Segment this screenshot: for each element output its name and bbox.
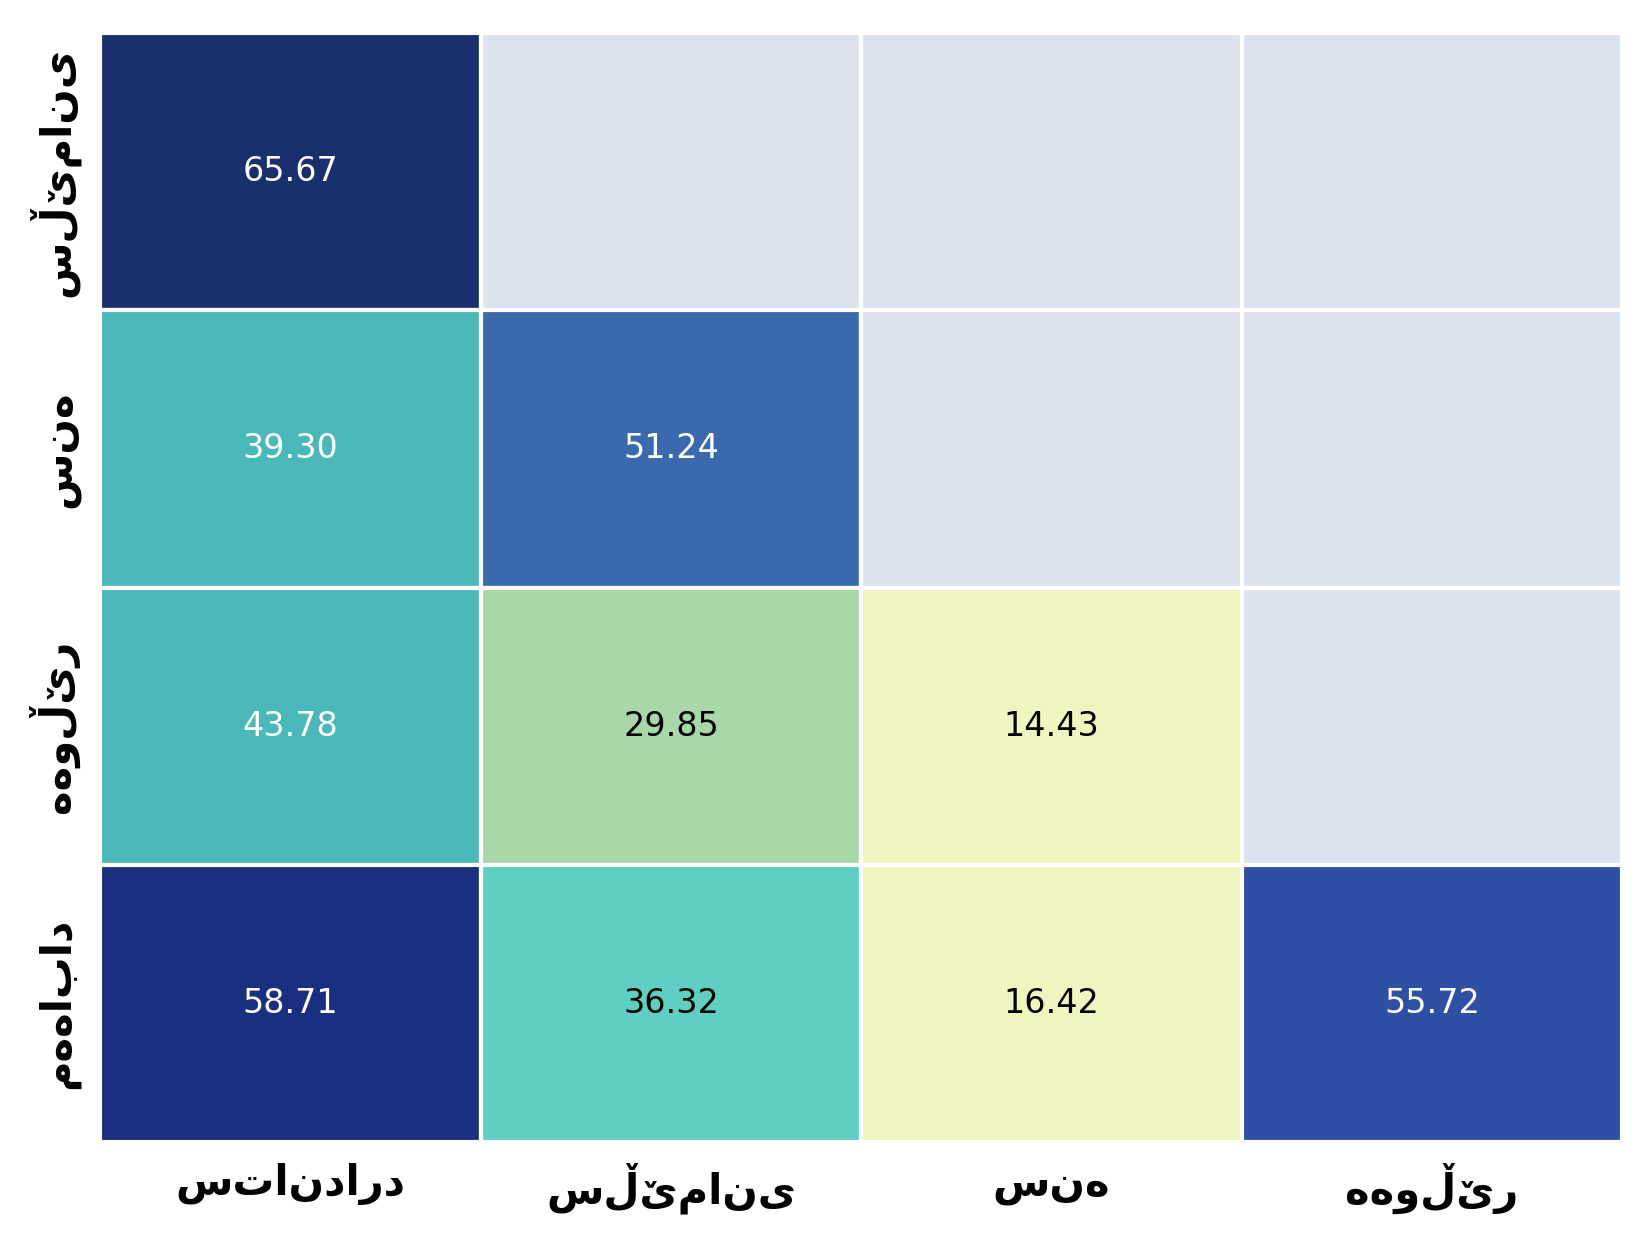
Text: 65.67: 65.67 (243, 155, 338, 189)
Text: 55.72: 55.72 (1384, 987, 1480, 1020)
FancyBboxPatch shape (1242, 587, 1622, 864)
FancyBboxPatch shape (101, 864, 480, 1141)
Text: 14.43: 14.43 (1003, 709, 1099, 743)
FancyBboxPatch shape (861, 34, 1242, 310)
FancyBboxPatch shape (480, 587, 861, 864)
FancyBboxPatch shape (480, 864, 861, 1141)
FancyBboxPatch shape (1242, 34, 1622, 310)
Text: 36.32: 36.32 (624, 987, 719, 1020)
Text: 51.24: 51.24 (624, 432, 719, 466)
FancyBboxPatch shape (861, 864, 1242, 1141)
FancyBboxPatch shape (861, 587, 1242, 864)
Text: 43.78: 43.78 (243, 709, 338, 743)
FancyBboxPatch shape (861, 310, 1242, 587)
FancyBboxPatch shape (101, 34, 480, 310)
FancyBboxPatch shape (480, 310, 861, 587)
FancyBboxPatch shape (480, 34, 861, 310)
FancyBboxPatch shape (101, 587, 480, 864)
Text: 16.42: 16.42 (1003, 987, 1099, 1020)
FancyBboxPatch shape (101, 310, 480, 587)
Text: 39.30: 39.30 (243, 432, 338, 466)
Text: 58.71: 58.71 (243, 987, 338, 1020)
Text: 29.85: 29.85 (624, 709, 719, 743)
FancyBboxPatch shape (1242, 310, 1622, 587)
FancyBboxPatch shape (1242, 864, 1622, 1141)
